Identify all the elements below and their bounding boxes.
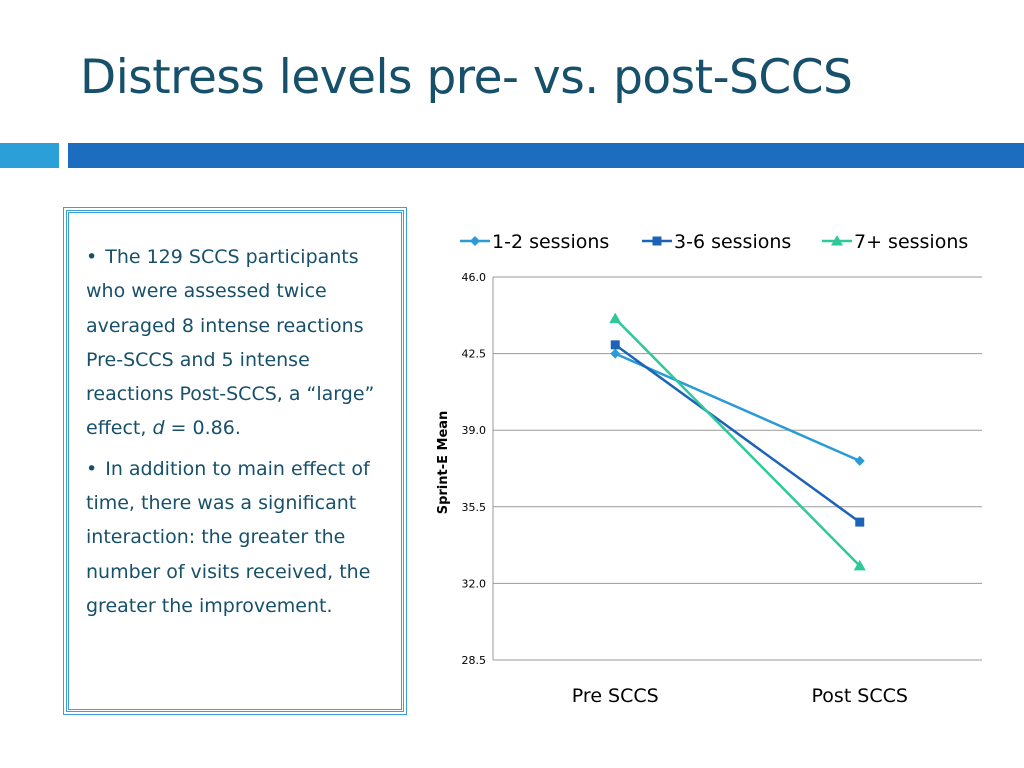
bullet-mark: • — [86, 457, 98, 480]
bullet-mark: • — [86, 246, 98, 268]
data-point — [853, 559, 866, 571]
bullet-item: • In addition to main effect of time, the… — [86, 452, 392, 623]
x-tick-label: Pre SCCS — [572, 685, 659, 707]
bullet-text-end: = 0.86. — [164, 417, 241, 440]
bullet-item: • The 129 SCCS participants who were asse… — [86, 240, 392, 446]
text-box: • The 129 SCCS participants who were asse… — [63, 207, 407, 715]
legend-marker — [652, 236, 662, 246]
legend-marker — [831, 235, 843, 246]
line-chart: 28.5 32.0 35.5 39.0 42.5 46.0 Sprint-E Mean Pre… — [436, 231, 982, 707]
y-axis-label: Sprint-E Mean — [436, 411, 451, 515]
y-tick-label: 35.5 — [462, 501, 487, 514]
data-point — [854, 455, 865, 466]
effect-size-symbol: d — [152, 417, 165, 440]
y-tick-label: 28.5 — [462, 654, 487, 667]
bullet-text: The 129 SCCS participants who were asses… — [86, 246, 375, 440]
series-line-3 — [614, 317, 861, 567]
bullet-list: • The 129 SCCS participants who were asse… — [86, 240, 392, 629]
series-line-1 — [614, 352, 861, 462]
series-line-2 — [614, 343, 861, 524]
legend-marker — [470, 236, 480, 246]
y-tick-label: 46.0 — [462, 271, 487, 284]
data-point — [609, 312, 622, 324]
title-rule-left — [0, 143, 59, 168]
legend-label: 3-6 sessions — [674, 231, 791, 253]
data-point — [855, 517, 865, 527]
y-tick-label: 32.0 — [462, 577, 487, 590]
bullet-text: In addition to main effect of time, ther… — [86, 457, 371, 617]
y-tick-label: 42.5 — [462, 348, 487, 361]
data-point — [610, 348, 621, 359]
legend-label: 7+ sessions — [854, 231, 968, 253]
slide-title: Distress levels pre- vs. post-SCCS — [80, 50, 853, 105]
title-rule — [68, 143, 1024, 168]
y-tick-label: 39.0 — [462, 424, 487, 437]
legend-label: 1-2 sessions — [492, 231, 609, 253]
data-point — [610, 340, 620, 350]
x-tick-label: Post SCCS — [812, 685, 908, 707]
